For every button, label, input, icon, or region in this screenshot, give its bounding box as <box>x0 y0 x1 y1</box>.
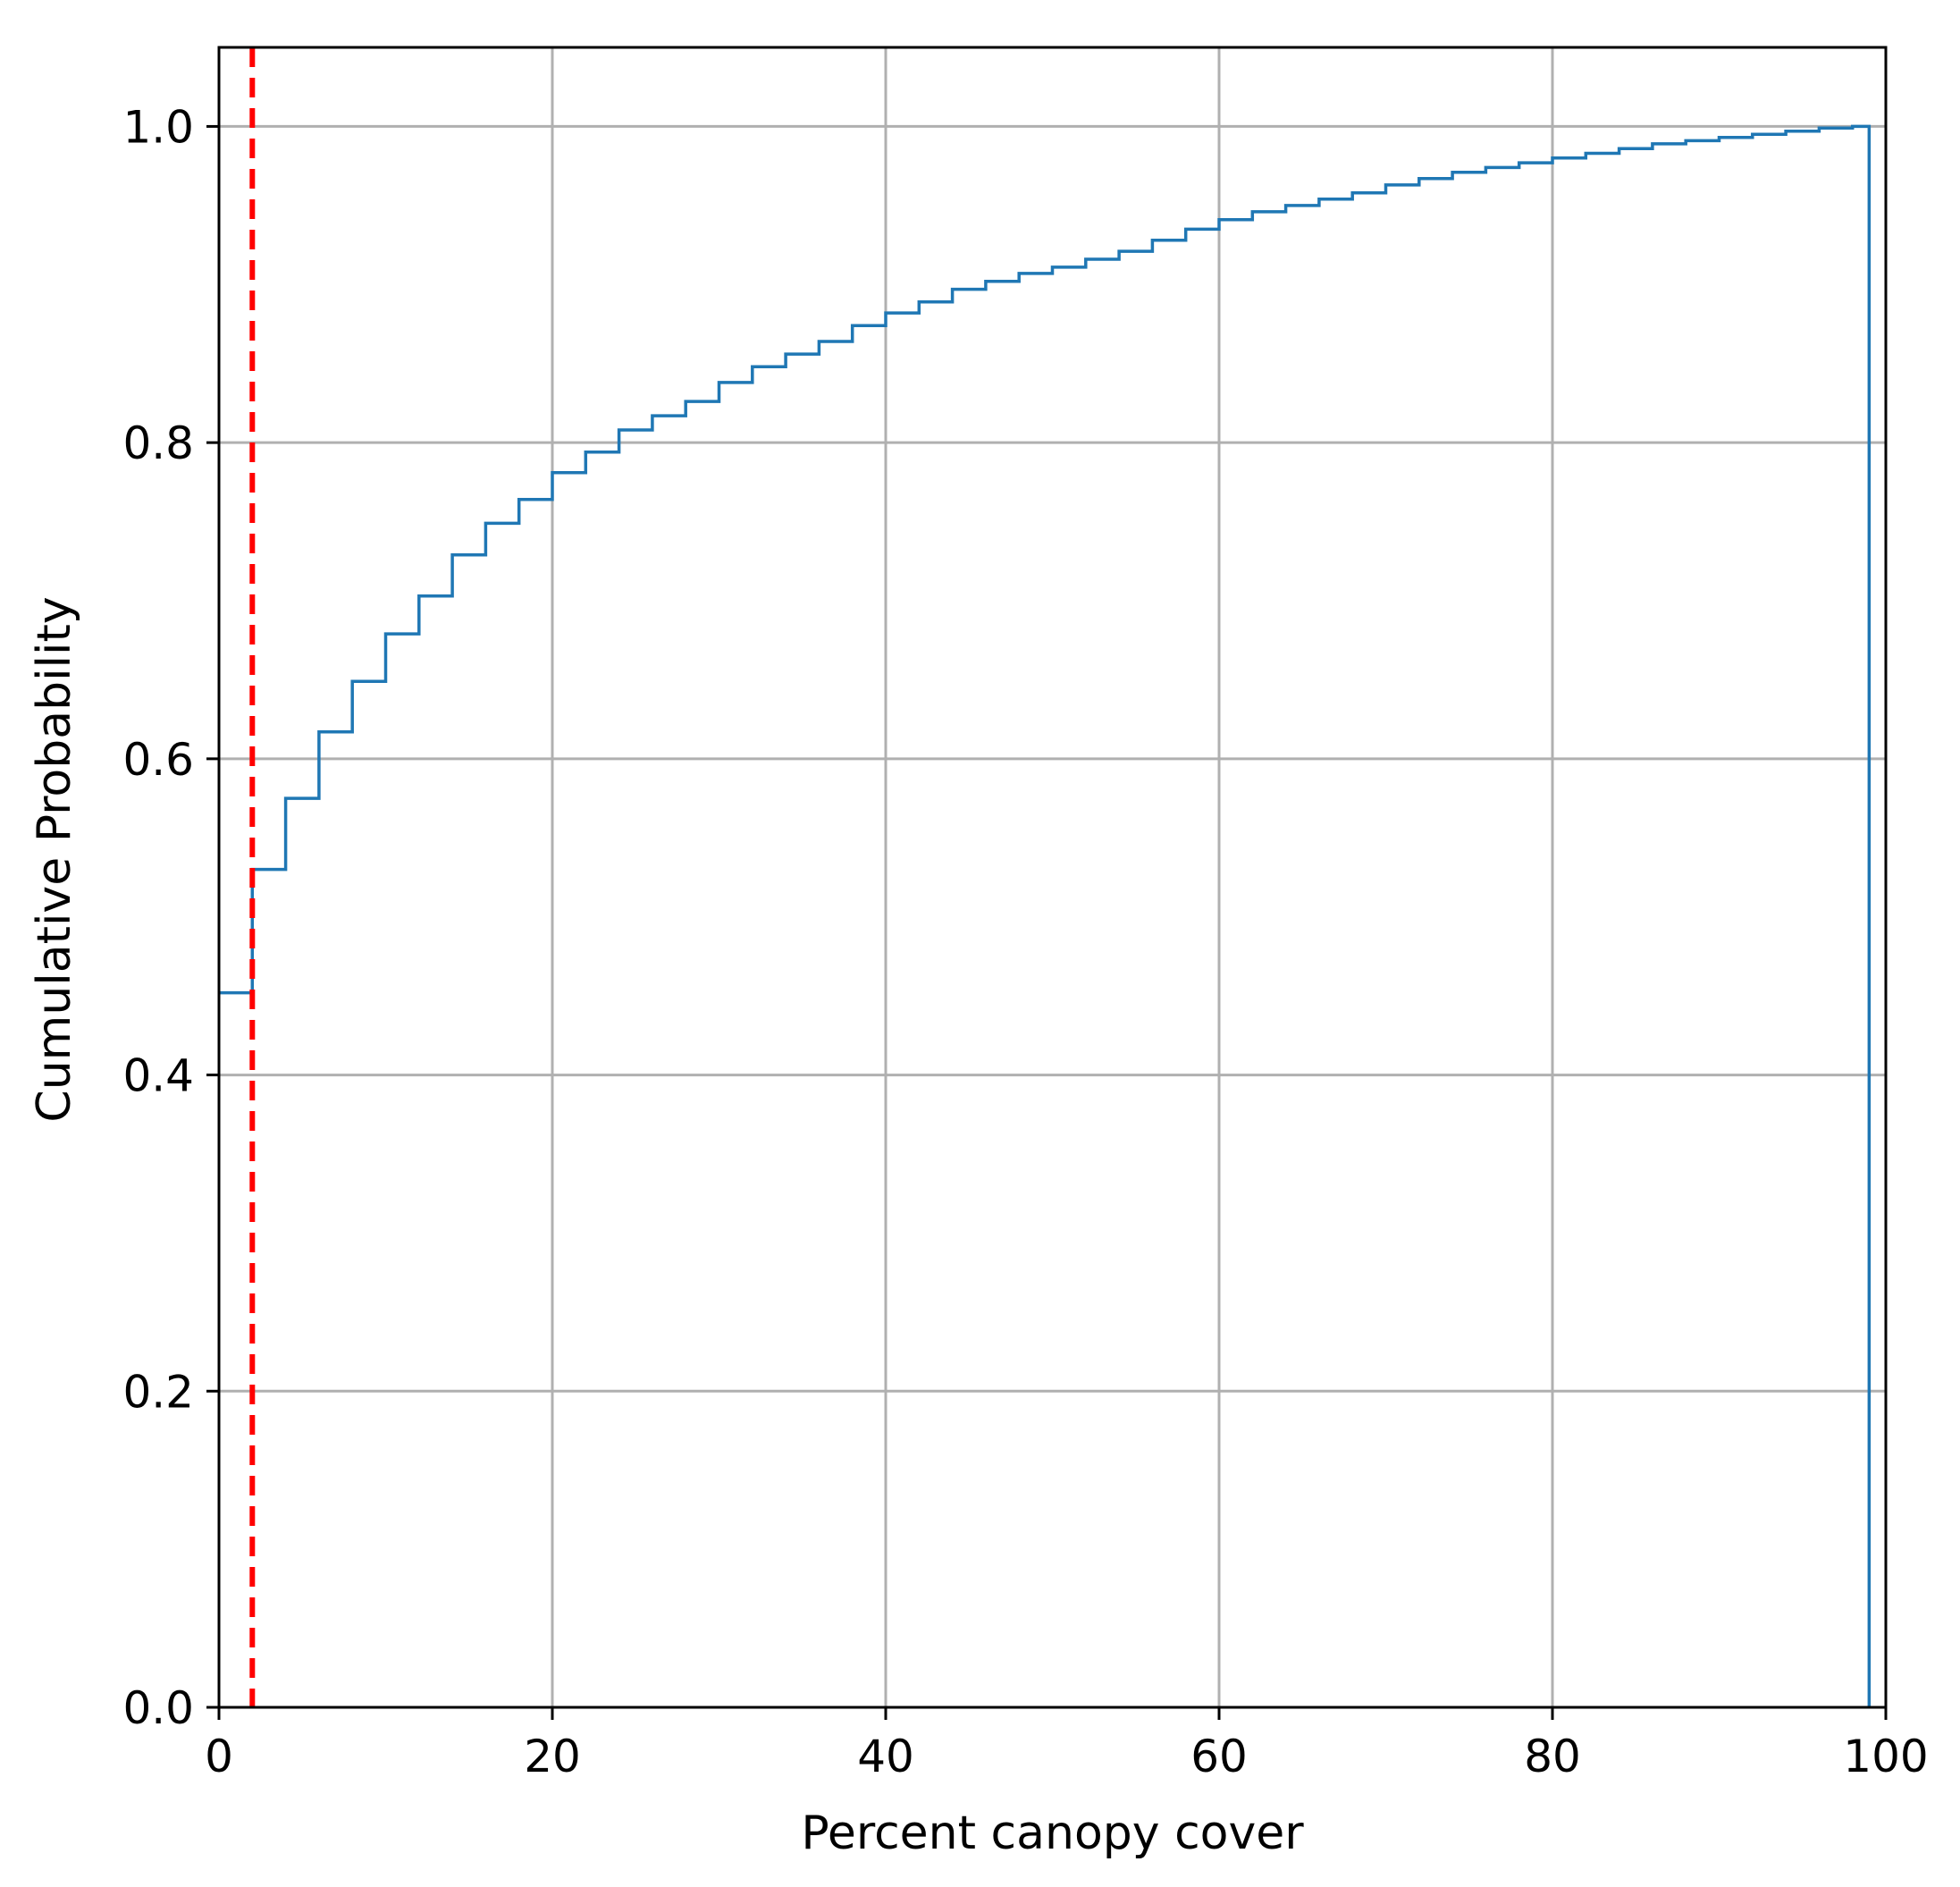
y-tick-label: 0.2 <box>122 1366 194 1418</box>
axes-frame <box>217 46 1888 1709</box>
x-tick-label: 80 <box>1524 1731 1581 1782</box>
y-tick-label: 0.6 <box>122 734 194 786</box>
x-tick-label: 100 <box>1843 1731 1928 1782</box>
x-tick-label: 20 <box>524 1731 581 1782</box>
y-axis-title: Cumulative Probability <box>28 596 81 1122</box>
y-tick-label: 0.4 <box>122 1050 194 1102</box>
y-tick-label: 1.0 <box>122 101 194 153</box>
x-tick-label: 0 <box>205 1731 233 1782</box>
x-tick-label: 60 <box>1190 1731 1248 1782</box>
x-tick-label: 40 <box>857 1731 914 1782</box>
x-axis-title: Percent canopy cover <box>801 1807 1304 1860</box>
axes: 0 20 40 60 80 100 0.0 0.2 0.4 0.6 0.8 1.0 <box>122 46 1929 1782</box>
y-tick-label: 0.8 <box>122 417 194 469</box>
plot-area <box>219 47 1872 1707</box>
cdf-step-line <box>219 124 1872 1707</box>
y-tick-label: 0.0 <box>122 1682 194 1734</box>
